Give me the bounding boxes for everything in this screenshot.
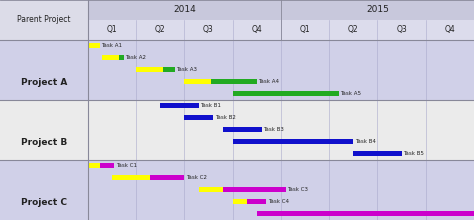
Text: Q2: Q2 xyxy=(155,25,165,34)
Bar xyxy=(160,103,199,108)
Bar xyxy=(353,151,401,156)
Text: Project A: Project A xyxy=(21,78,67,87)
Text: Project B: Project B xyxy=(21,138,67,147)
Text: Task C1: Task C1 xyxy=(116,163,137,168)
Bar xyxy=(0,0,88,40)
Bar xyxy=(88,163,100,168)
Text: Task A3: Task A3 xyxy=(176,67,197,72)
Text: Q4: Q4 xyxy=(251,25,262,34)
Bar xyxy=(247,200,266,204)
Bar xyxy=(211,79,257,84)
Text: Task C3: Task C3 xyxy=(287,187,308,192)
Bar xyxy=(233,139,353,144)
Text: Task B3: Task B3 xyxy=(263,127,284,132)
Bar xyxy=(88,43,100,48)
Text: Task C4: Task C4 xyxy=(268,199,289,204)
Bar xyxy=(184,116,213,120)
Bar xyxy=(184,79,211,84)
Bar xyxy=(88,0,281,20)
Text: Task A2: Task A2 xyxy=(125,55,146,60)
Text: Task C2: Task C2 xyxy=(186,175,207,180)
Text: Q2: Q2 xyxy=(348,25,359,34)
Bar xyxy=(136,67,163,72)
Text: Task A4: Task A4 xyxy=(258,79,279,84)
Text: 2014: 2014 xyxy=(173,6,196,14)
Bar xyxy=(100,163,114,168)
Bar xyxy=(0,40,474,100)
Text: Task B4: Task B4 xyxy=(355,139,375,144)
Bar xyxy=(199,187,223,192)
Text: Q1: Q1 xyxy=(300,25,310,34)
Bar xyxy=(281,20,474,40)
Text: Q4: Q4 xyxy=(445,25,455,34)
Text: Q3: Q3 xyxy=(203,25,214,34)
Text: Project C: Project C xyxy=(21,198,67,207)
Bar xyxy=(233,200,247,204)
Bar xyxy=(223,127,262,132)
Bar xyxy=(0,100,474,160)
Bar xyxy=(150,176,184,180)
Bar xyxy=(163,67,174,72)
Text: Task A5: Task A5 xyxy=(340,91,361,96)
Bar xyxy=(223,187,286,192)
Bar xyxy=(88,20,281,40)
Bar xyxy=(112,176,150,180)
Text: Q1: Q1 xyxy=(107,25,117,34)
Text: Task B5: Task B5 xyxy=(403,151,424,156)
Text: Q3: Q3 xyxy=(396,25,407,34)
Bar xyxy=(102,55,119,60)
Bar xyxy=(0,160,474,220)
Text: Task B2: Task B2 xyxy=(215,115,236,120)
Bar xyxy=(233,91,339,96)
Text: Parent Project: Parent Project xyxy=(17,15,71,24)
Bar xyxy=(119,55,124,60)
Bar xyxy=(281,0,474,20)
Bar xyxy=(257,211,474,216)
Text: Task A1: Task A1 xyxy=(101,43,122,48)
Text: 2015: 2015 xyxy=(366,6,389,14)
Text: Task B1: Task B1 xyxy=(200,103,221,108)
